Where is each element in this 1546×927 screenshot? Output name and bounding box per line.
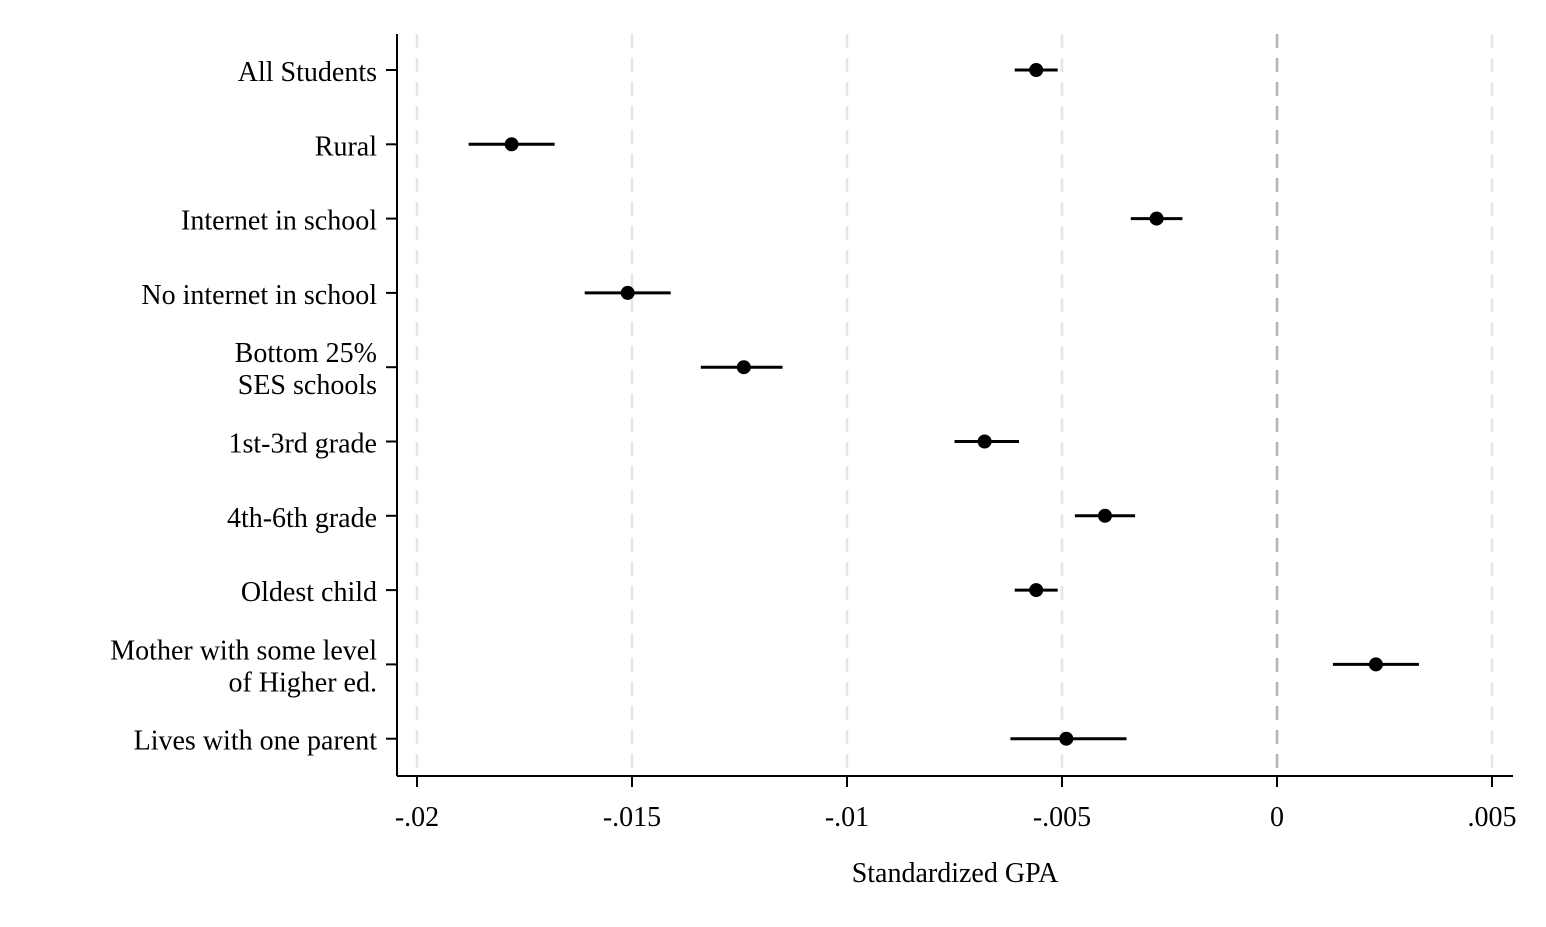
point-estimate <box>1149 211 1164 226</box>
point-estimate <box>1059 731 1074 746</box>
x-tick-label: 0 <box>1270 802 1284 833</box>
point-estimate <box>1029 63 1044 77</box>
x-tick-label: -.02 <box>395 802 439 833</box>
point-estimate <box>1368 657 1383 672</box>
point-estimate <box>620 285 635 300</box>
point-estimate <box>1098 508 1112 523</box>
category-label-line: No internet in school <box>141 280 377 311</box>
category-label-line: Rural <box>315 131 377 162</box>
category-label-line: 4th-6th grade <box>227 503 377 534</box>
x-tick-label: .005 <box>1468 802 1517 833</box>
x-tick-label: -.005 <box>1033 802 1091 833</box>
category-label: Internet in school <box>181 206 377 237</box>
category-label-line: Oldest child <box>241 577 377 608</box>
category-label: 4th-6th grade <box>227 503 377 534</box>
x-axis-title: Standardized GPA <box>852 858 1059 889</box>
category-label-line: All Students <box>238 57 377 88</box>
y-tick-layer: All Students Rural Internet in school No in… <box>110 57 397 757</box>
point-estimate <box>504 137 519 152</box>
category-label-line: 1st-3rd grade <box>228 429 377 460</box>
category-label: Mother with some level of Higher ed. <box>110 635 377 698</box>
point-estimate <box>977 434 992 449</box>
x-tick-layer: -.02 -.015 -.01 -.005 0 .005 <box>395 776 1517 833</box>
category-label-line: of Higher ed. <box>228 667 377 698</box>
x-tick-label: -.015 <box>603 802 661 833</box>
category-label-line: Internet in school <box>181 206 377 237</box>
axes-layer <box>396 34 1513 777</box>
category-label: No internet in school <box>141 280 377 311</box>
category-label: Lives with one parent <box>134 726 378 757</box>
category-label: 1st-3rd grade <box>228 429 377 460</box>
category-label: Rural <box>315 131 377 162</box>
category-label-line: SES schools <box>238 370 377 401</box>
point-estimate <box>1029 583 1044 598</box>
x-tick-label: -.01 <box>825 802 869 833</box>
category-label-line: Bottom 25% <box>235 338 377 369</box>
category-label: Oldest child <box>241 577 377 608</box>
category-label-line: Lives with one parent <box>134 726 378 757</box>
category-label: All Students <box>238 57 377 88</box>
category-label: Bottom 25% SES schools <box>235 338 377 401</box>
grid-layer <box>415 34 1494 775</box>
category-label-line: Mother with some level <box>110 635 377 666</box>
marks-layer <box>468 63 1419 746</box>
point-estimate <box>736 360 751 375</box>
